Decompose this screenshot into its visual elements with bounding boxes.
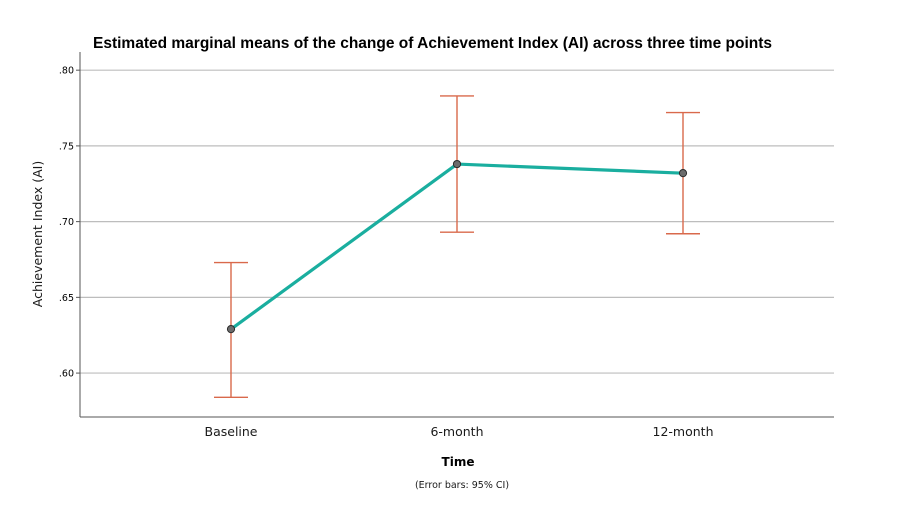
y-tick-labels: .60 .65 .70 .75 .80 — [59, 66, 74, 380]
y-tick-label: .65 — [59, 293, 74, 304]
chart-title: Estimated marginal means of the change o… — [93, 35, 772, 52]
y-tick-label: .75 — [59, 141, 74, 152]
x-axis-label: Time — [442, 455, 475, 469]
y-tick-label: .80 — [59, 66, 74, 77]
x-tick-labels: Baseline 6-month 12-month — [205, 424, 714, 439]
data-point — [226, 325, 236, 334]
error-bars-footnote: (Error bars: 95% CI) — [415, 480, 509, 491]
data-point — [678, 169, 688, 178]
x-tick-label: 6-month — [430, 424, 483, 439]
x-tick-label: Baseline — [205, 424, 258, 439]
data-points — [226, 159, 688, 334]
error-bars — [214, 95, 700, 399]
y-axis-label: Achievement Index (AI) — [30, 161, 45, 307]
y-tick-label: .70 — [59, 217, 74, 228]
data-point — [452, 159, 462, 169]
y-tick-label: .60 — [59, 369, 74, 380]
axes — [76, 52, 834, 418]
x-tick-label: 12-month — [653, 424, 714, 439]
